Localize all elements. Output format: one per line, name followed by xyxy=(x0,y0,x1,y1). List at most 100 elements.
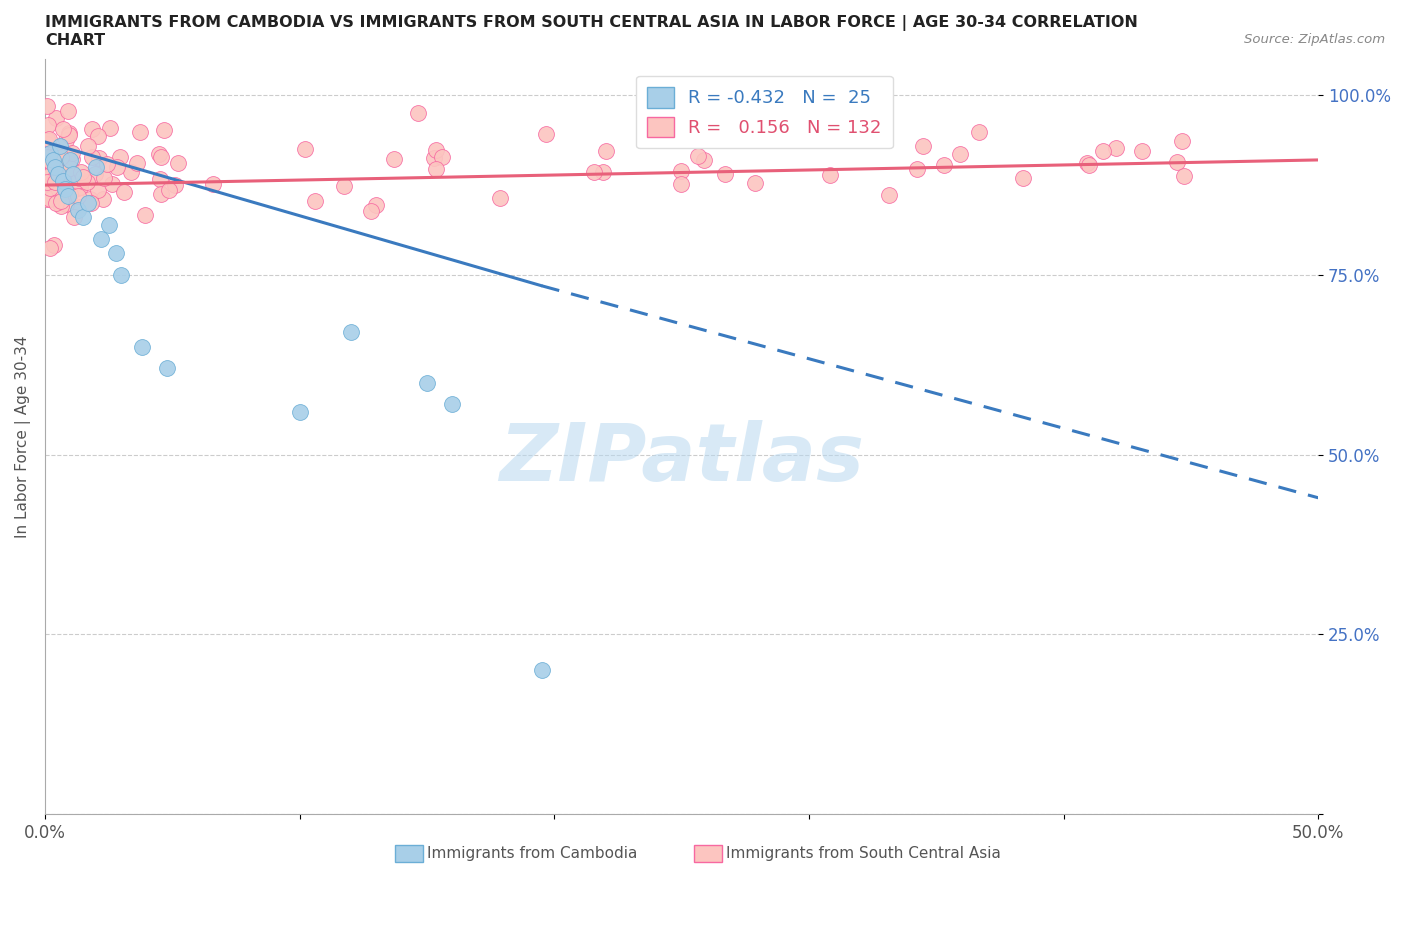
Point xyxy=(37,136,59,151)
Point xyxy=(1012,170,1035,185)
Point xyxy=(37,168,59,183)
Point xyxy=(44,175,66,190)
Point xyxy=(671,177,693,192)
Point xyxy=(55,147,77,162)
Point xyxy=(714,166,737,181)
Point xyxy=(129,125,152,140)
Point xyxy=(156,361,179,376)
Point xyxy=(56,104,79,119)
Point xyxy=(110,150,132,165)
Point xyxy=(1076,155,1098,170)
Point xyxy=(53,181,76,196)
Point xyxy=(150,186,173,201)
Point xyxy=(62,146,84,161)
Point xyxy=(53,161,76,176)
Point xyxy=(79,192,101,206)
Point xyxy=(38,132,60,147)
Point xyxy=(93,170,115,185)
Point xyxy=(39,145,62,160)
Point xyxy=(97,218,120,232)
Point xyxy=(72,169,94,184)
Point xyxy=(105,160,128,175)
Point xyxy=(52,174,75,189)
Point xyxy=(430,150,453,165)
Point xyxy=(157,182,180,197)
Point xyxy=(48,159,70,174)
Point xyxy=(530,663,553,678)
Point xyxy=(100,121,122,136)
Text: ZIPatlas: ZIPatlas xyxy=(499,420,865,498)
Point xyxy=(1130,143,1153,158)
Point xyxy=(51,168,73,183)
Point xyxy=(37,174,59,189)
Point xyxy=(932,157,955,172)
Point xyxy=(582,165,605,179)
Point xyxy=(80,195,103,210)
Point xyxy=(905,161,928,176)
Point xyxy=(62,168,84,183)
Point xyxy=(72,210,94,225)
Point xyxy=(423,151,446,166)
Point xyxy=(37,99,59,113)
Point xyxy=(148,172,170,187)
Point xyxy=(51,147,73,162)
Point xyxy=(592,165,614,179)
Point xyxy=(967,125,990,140)
Point xyxy=(949,147,972,162)
Point xyxy=(1171,133,1194,148)
Point xyxy=(148,147,170,162)
Y-axis label: In Labor Force | Age 30-34: In Labor Force | Age 30-34 xyxy=(15,336,31,538)
Text: Immigrants from South Central Asia: Immigrants from South Central Asia xyxy=(725,846,1001,861)
Point xyxy=(80,149,103,164)
Point xyxy=(41,150,63,165)
Point xyxy=(339,325,361,339)
Point xyxy=(114,184,136,199)
Point xyxy=(69,174,91,189)
Point xyxy=(80,122,103,137)
Point xyxy=(55,158,77,173)
Point xyxy=(76,139,98,153)
Point xyxy=(60,152,83,166)
Point xyxy=(110,268,132,283)
Point xyxy=(488,191,510,206)
Point xyxy=(38,168,60,183)
Point xyxy=(62,166,84,181)
Point xyxy=(134,207,156,222)
Point xyxy=(1166,154,1188,169)
Point xyxy=(96,157,118,172)
Point xyxy=(89,150,111,165)
Point xyxy=(69,180,91,195)
Point xyxy=(634,121,657,136)
Point xyxy=(39,180,62,195)
Point xyxy=(333,179,356,193)
Text: Immigrants from Cambodia: Immigrants from Cambodia xyxy=(427,846,637,861)
Point xyxy=(1104,140,1126,155)
Point xyxy=(69,200,91,215)
Point xyxy=(84,166,107,181)
Point xyxy=(49,149,72,164)
Point xyxy=(51,193,73,208)
Point xyxy=(382,152,405,166)
Point xyxy=(1077,157,1099,172)
Point xyxy=(42,162,65,177)
Point xyxy=(37,192,59,206)
Point xyxy=(37,131,59,146)
Point xyxy=(48,182,70,197)
Point xyxy=(70,165,93,179)
Point xyxy=(63,209,86,224)
Point xyxy=(125,155,148,170)
Point xyxy=(121,165,143,179)
Text: IMMIGRANTS FROM CAMBODIA VS IMMIGRANTS FROM SOUTH CENTRAL ASIA IN LABOR FORCE | : IMMIGRANTS FROM CAMBODIA VS IMMIGRANTS F… xyxy=(45,15,1137,48)
Point xyxy=(44,143,66,158)
Point xyxy=(288,405,311,419)
Point xyxy=(84,160,107,175)
Point xyxy=(66,180,89,195)
Bar xyxy=(695,845,723,861)
Point xyxy=(76,175,98,190)
Point xyxy=(67,170,90,185)
Point xyxy=(1173,168,1195,183)
Legend: R = -0.432   N =  25, R =   0.156   N = 132: R = -0.432 N = 25, R = 0.156 N = 132 xyxy=(636,76,893,148)
Point xyxy=(39,154,62,169)
Point xyxy=(131,339,153,354)
Point xyxy=(60,166,83,181)
